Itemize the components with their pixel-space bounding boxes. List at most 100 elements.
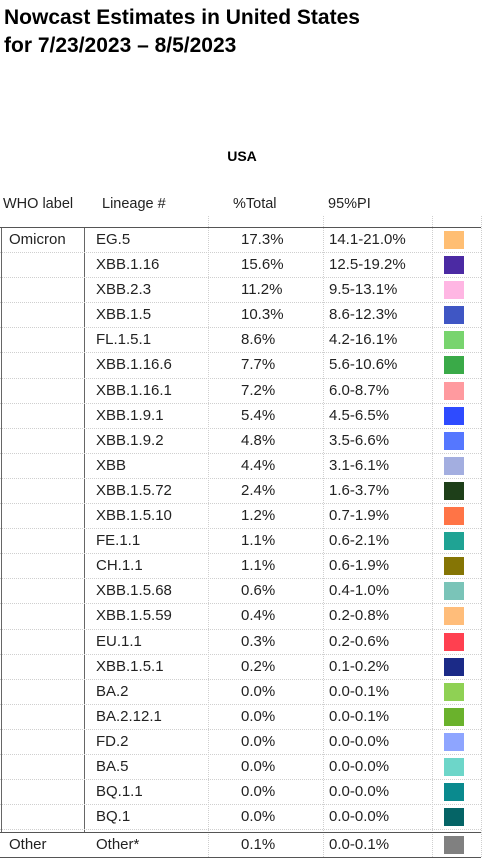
lineage-name: FE.1.1 — [96, 532, 141, 550]
percent-total: 0.0% — [241, 682, 276, 700]
percent-total: 1.1% — [241, 532, 276, 550]
lineage-name: BQ.1.1 — [96, 783, 143, 801]
color-swatch — [444, 808, 464, 827]
prediction-interval: 0.0-0.0% — [329, 808, 390, 826]
page-title: Nowcast Estimates in United States for 7… — [4, 4, 484, 60]
color-swatch — [444, 306, 464, 325]
color-swatch — [444, 431, 464, 450]
percent-total: 10.3% — [241, 306, 284, 324]
prediction-interval: 0.1-0.2% — [329, 657, 390, 675]
lineage-name: XBB.1.5 — [96, 306, 152, 324]
header-lineage: Lineage # — [102, 196, 166, 212]
percent-total: 0.0% — [241, 783, 276, 801]
lineage-name: XBB.1.5.68 — [96, 582, 172, 600]
color-swatch — [444, 532, 464, 551]
table-row: XBB.1.16.6 7.7% 5.6-10.6% — [0, 353, 481, 379]
percent-total: 2.4% — [241, 481, 276, 499]
lineage-name: XBB.1.9.1 — [96, 406, 164, 424]
color-swatch — [444, 456, 464, 475]
region-label: USA — [227, 148, 257, 164]
percent-total: 4.8% — [241, 431, 276, 449]
prediction-interval: 0.4-1.0% — [329, 582, 390, 600]
color-swatch — [444, 406, 464, 425]
table-row: BA.2.12.1 0.0% 0.0-0.1% — [0, 705, 481, 730]
percent-total: 1.1% — [241, 557, 276, 575]
prediction-interval: 5.6-10.6% — [329, 356, 398, 374]
color-swatch — [444, 507, 464, 526]
table-row-other: Other Other* 0.1% 0.0-0.1% — [0, 833, 481, 858]
prediction-interval: 0.0-0.0% — [329, 757, 390, 775]
table-row: XBB.1.16 15.6% 12.5-19.2% — [0, 253, 481, 279]
percent-total: 7.2% — [241, 381, 276, 399]
column-divider — [432, 216, 433, 857]
lineage-name: BQ.1 — [96, 808, 131, 826]
table-row: FD.2 0.0% 0.0-0.0% — [0, 730, 481, 755]
column-divider — [323, 216, 324, 857]
lineage-name: EG.5 — [96, 231, 131, 248]
prediction-interval: 4.5-6.5% — [329, 406, 390, 424]
percent-total: 0.3% — [241, 632, 276, 650]
lineage-name: XBB.2.3 — [96, 281, 152, 299]
lineage-name: XBB.1.9.2 — [96, 431, 164, 449]
color-swatch — [444, 481, 464, 500]
color-swatch — [444, 682, 464, 701]
header-who-label: WHO label — [3, 196, 74, 212]
lineage-name: BA.2.12.1 — [96, 707, 162, 725]
prediction-interval: 0.6-2.1% — [329, 532, 390, 550]
color-swatch — [444, 632, 464, 651]
color-swatch — [444, 757, 464, 776]
prediction-interval: 0.0-0.0% — [329, 783, 390, 801]
table-row: CH.1.1 1.1% 0.6-1.9% — [0, 554, 481, 580]
prediction-interval: 1.6-3.7% — [329, 481, 390, 499]
title-line-2: for 7/23/2023 – 8/5/2023 — [4, 34, 237, 57]
prediction-interval: 0.0-0.0% — [329, 732, 390, 750]
lineage-name: XBB — [96, 456, 127, 474]
who-label-omicron: Omicron — [9, 231, 66, 248]
color-swatch — [444, 657, 464, 676]
table-row: FE.1.1 1.1% 0.6-2.1% — [0, 529, 481, 555]
table-row: EU.1.1 0.3% 0.2-0.6% — [0, 630, 481, 655]
omicron-group-cell — [1, 228, 85, 832]
color-swatch — [444, 607, 464, 626]
variant-table: Omicron EG.5 17.3% 14.1-21.0% XBB.1.16 15.6% 1… — [0, 228, 481, 831]
table-row: BQ.1.1 0.0% 0.0-0.0% — [0, 780, 481, 806]
table-row: BQ.1 0.0% 0.0-0.0% — [0, 805, 481, 831]
color-swatch — [444, 281, 464, 300]
prediction-interval: 6.0-8.7% — [329, 381, 390, 399]
table-row: XBB.1.9.2 4.8% 3.5-6.6% — [0, 429, 481, 454]
percent-total: 7.7% — [241, 356, 276, 374]
color-swatch — [444, 732, 464, 751]
other-separator — [0, 832, 481, 833]
percent-total: 0.4% — [241, 607, 276, 625]
color-swatch — [444, 256, 464, 275]
percent-total: 0.0% — [241, 707, 276, 725]
percent-total: 0.0% — [241, 757, 276, 775]
prediction-interval: 0.0-0.1% — [329, 707, 390, 725]
percent-total: 5.4% — [241, 406, 276, 424]
prediction-interval: 14.1-21.0% — [329, 231, 406, 248]
who-label-other: Other — [9, 836, 47, 853]
percent-total: 0.0% — [241, 808, 276, 826]
color-swatch — [444, 356, 464, 375]
percent-total: 1.2% — [241, 507, 276, 525]
prediction-interval: 3.5-6.6% — [329, 431, 390, 449]
table-row: XBB.1.5.1 0.2% 0.1-0.2% — [0, 655, 481, 680]
color-swatch — [444, 231, 464, 249]
lineage-name: BA.5 — [96, 757, 129, 775]
prediction-interval: 0.6-1.9% — [329, 557, 390, 575]
color-swatch — [444, 582, 464, 601]
lineage-name: XBB.1.5.72 — [96, 481, 172, 499]
table-row: XBB.1.16.1 7.2% 6.0-8.7% — [0, 379, 481, 404]
table-row: XBB.1.9.1 5.4% 4.5-6.5% — [0, 404, 481, 429]
table-bottom-border — [0, 857, 481, 858]
color-swatch — [444, 557, 464, 576]
column-divider — [481, 216, 482, 857]
table-row: XBB 4.4% 3.1-6.1% — [0, 454, 481, 479]
lineage-name: FL.1.5.1 — [96, 331, 152, 349]
table-row: XBB.1.5.10 1.2% 0.7-1.9% — [0, 504, 481, 530]
lineage-name: XBB.1.5.1 — [96, 657, 164, 675]
prediction-interval: 0.0-0.1% — [329, 836, 390, 853]
table-row: XBB.1.5.68 0.6% 0.4-1.0% — [0, 579, 481, 605]
percent-total: 4.4% — [241, 456, 276, 474]
column-divider — [208, 216, 209, 857]
